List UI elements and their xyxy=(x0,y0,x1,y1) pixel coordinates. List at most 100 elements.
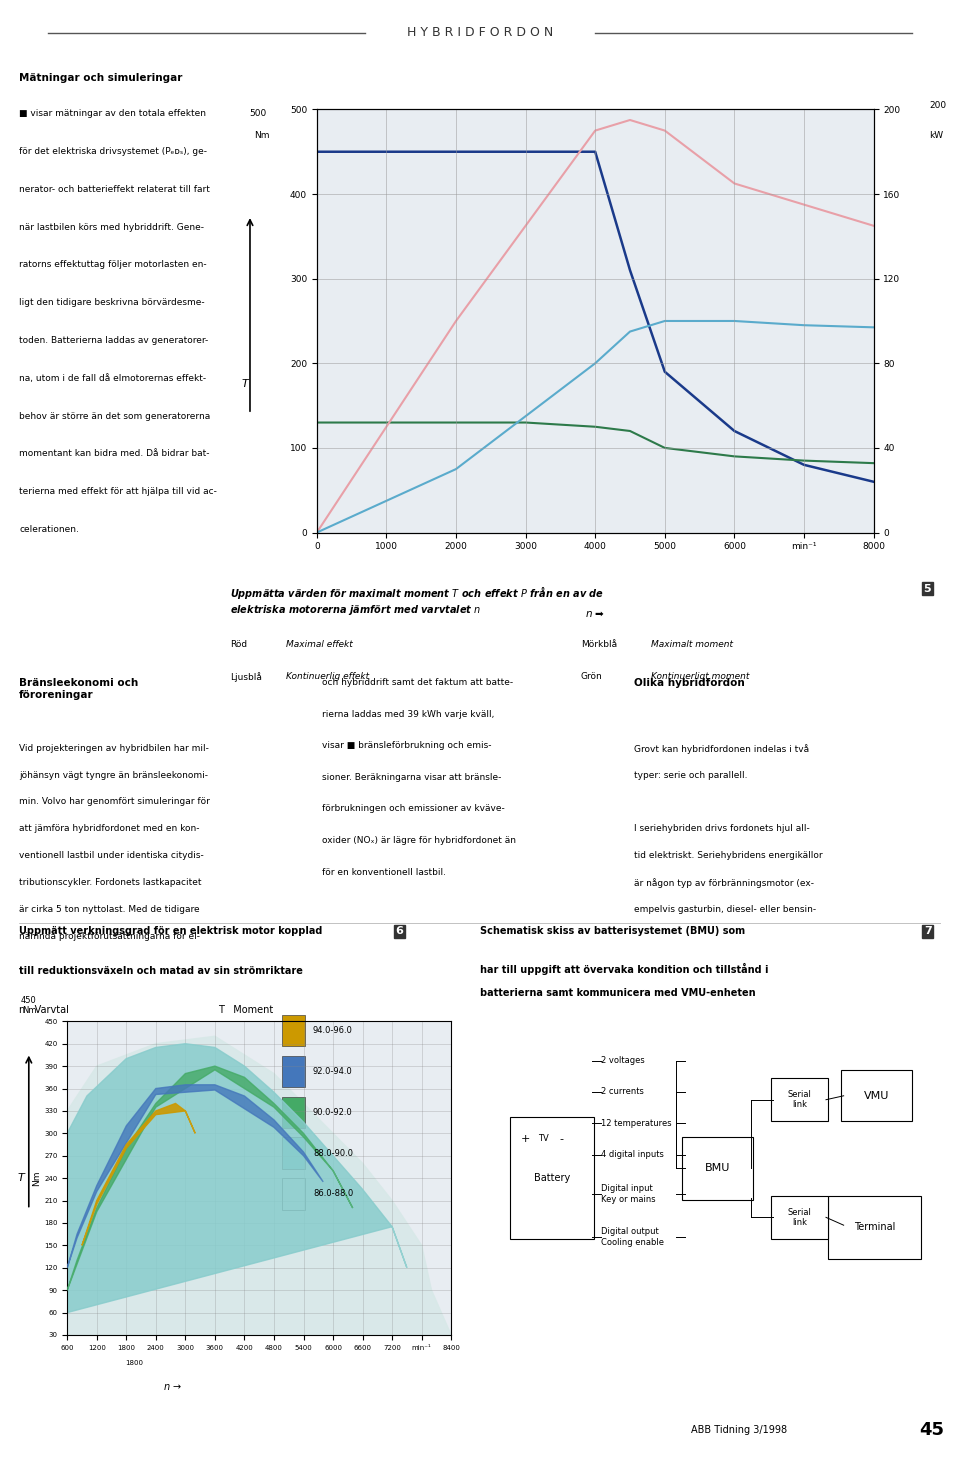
Text: 5: 5 xyxy=(924,584,931,594)
Text: celerationen.: celerationen. xyxy=(19,525,79,534)
Bar xyxy=(282,1056,305,1087)
Y-axis label: Nm: Nm xyxy=(33,1170,41,1186)
Bar xyxy=(282,1138,305,1169)
FancyBboxPatch shape xyxy=(771,1196,828,1239)
Text: Grovt kan hybridfordonen indelas i två: Grovt kan hybridfordonen indelas i två xyxy=(634,744,808,754)
Text: för en konventionell lastbil.: för en konventionell lastbil. xyxy=(322,868,445,877)
Text: Uppmätta värden för maximalt moment $T$ och effekt $P$ från en av de
elektriska : Uppmätta värden för maximalt moment $T$ … xyxy=(230,584,605,617)
Text: Bränsleekonomi och
föroreningar: Bränsleekonomi och föroreningar xyxy=(19,678,138,700)
Text: Serial
link: Serial link xyxy=(787,1208,811,1227)
Text: 12 temperatures: 12 temperatures xyxy=(601,1119,671,1128)
Text: Kontinuerlig effekt: Kontinuerlig effekt xyxy=(286,671,370,681)
Text: H Y B R I D F O R D O N: H Y B R I D F O R D O N xyxy=(407,26,553,39)
Text: när lastbilen körs med hybriddrift. Gene-: när lastbilen körs med hybriddrift. Gene… xyxy=(19,223,204,232)
Text: batterierna samt kommunicera med VMU-enheten: batterierna samt kommunicera med VMU-enh… xyxy=(480,988,756,998)
Text: Terminal: Terminal xyxy=(853,1223,896,1233)
Text: Uppmätt verkningsgrad för en elektrisk motor kopplad: Uppmätt verkningsgrad för en elektrisk m… xyxy=(19,926,323,937)
Text: Kontinuerligt moment: Kontinuerligt moment xyxy=(651,671,749,681)
Text: T: T xyxy=(17,1173,25,1183)
Bar xyxy=(282,1015,305,1046)
Text: terierna med effekt för att hjälpa till vid ac-: terierna med effekt för att hjälpa till … xyxy=(19,487,217,496)
Text: visar ■ bränsleförbrukning och emis-: visar ■ bränsleförbrukning och emis- xyxy=(322,741,492,750)
Text: nämnda projektförutsättningarna för el-: nämnda projektförutsättningarna för el- xyxy=(19,932,201,941)
Text: Battery: Battery xyxy=(534,1173,570,1183)
Text: Digital output
Cooling enable: Digital output Cooling enable xyxy=(601,1227,663,1246)
Polygon shape xyxy=(82,1103,195,1246)
Text: Olika hybridfordon: Olika hybridfordon xyxy=(634,678,744,689)
Text: att jämföra hybridfordonet med en kon-: att jämföra hybridfordonet med en kon- xyxy=(19,824,200,833)
Text: rierna laddas med 39 kWh varje kväll,: rierna laddas med 39 kWh varje kväll, xyxy=(322,711,494,719)
Text: min. Volvo har genomfört simuleringar för: min. Volvo har genomfört simuleringar fö… xyxy=(19,798,210,807)
Text: 88.0-90.0: 88.0-90.0 xyxy=(313,1148,353,1157)
Text: $n$ →: $n$ → xyxy=(163,1382,182,1392)
Text: nerator- och batterieffekt relaterat till fart: nerator- och batterieffekt relaterat til… xyxy=(19,185,210,194)
Text: Mätningar och simuleringar: Mätningar och simuleringar xyxy=(19,73,182,83)
Text: n   Varvtal: n Varvtal xyxy=(19,1005,69,1015)
Text: ligt den tidigare beskrivna börvärdesme-: ligt den tidigare beskrivna börvärdesme- xyxy=(19,298,204,308)
Text: 2 voltages: 2 voltages xyxy=(601,1056,644,1065)
Text: toden. Batterierna laddas av generatorer-: toden. Batterierna laddas av generatorer… xyxy=(19,336,208,346)
Text: Serial
link: Serial link xyxy=(787,1090,811,1109)
Text: behov är större än det som generatorerna: behov är större än det som generatorerna xyxy=(19,411,210,420)
Text: ■ visar mätningar av den totala effekten: ■ visar mätningar av den totala effekten xyxy=(19,109,206,118)
Text: ratorns effektuttag följer motorlasten en-: ratorns effektuttag följer motorlasten e… xyxy=(19,261,206,270)
Text: empelvis gasturbin, diesel- eller bensin-: empelvis gasturbin, diesel- eller bensin… xyxy=(634,905,816,913)
FancyBboxPatch shape xyxy=(841,1071,912,1122)
Text: ABB Tidning 3/1998: ABB Tidning 3/1998 xyxy=(691,1425,787,1434)
Text: ventionell lastbil under identiska citydis-: ventionell lastbil under identiska cityd… xyxy=(19,851,204,861)
Text: Digital input
Key or mains: Digital input Key or mains xyxy=(601,1185,656,1204)
Bar xyxy=(282,1179,305,1210)
Text: Nm: Nm xyxy=(254,130,270,140)
Text: jöhänsyn vägt tyngre än bränsleekonomi-: jöhänsyn vägt tyngre än bränsleekonomi- xyxy=(19,770,208,779)
Text: -: - xyxy=(559,1134,563,1144)
Polygon shape xyxy=(67,1067,352,1290)
FancyBboxPatch shape xyxy=(771,1078,828,1122)
Text: TV: TV xyxy=(538,1135,549,1144)
Text: Grön: Grön xyxy=(581,671,603,681)
Text: +: + xyxy=(521,1134,530,1144)
Text: 45: 45 xyxy=(919,1421,944,1439)
FancyBboxPatch shape xyxy=(683,1137,753,1199)
Text: kW: kW xyxy=(929,130,944,140)
Text: sioner. Beräkningarna visar att bränsle-: sioner. Beräkningarna visar att bränsle- xyxy=(322,773,501,782)
Text: förbrukningen och emissioner av kväve-: förbrukningen och emissioner av kväve- xyxy=(322,804,504,814)
Text: är cirka 5 ton nyttolast. Med de tidigare: är cirka 5 ton nyttolast. Med de tidigar… xyxy=(19,905,200,913)
Text: Maximalt moment: Maximalt moment xyxy=(651,639,732,649)
Text: för det elektriska drivsystemet (Pₑᴅₛ), ge-: för det elektriska drivsystemet (Pₑᴅₛ), … xyxy=(19,147,207,156)
Text: Mörkblå: Mörkblå xyxy=(581,639,617,649)
Text: I seriehybriden drivs fordonets hjul all-: I seriehybriden drivs fordonets hjul all… xyxy=(634,824,809,833)
Text: momentant kan bidra med. Då bidrar bat-: momentant kan bidra med. Då bidrar bat- xyxy=(19,449,209,458)
Text: T   Moment: T Moment xyxy=(218,1005,274,1015)
Text: 500: 500 xyxy=(250,109,267,118)
Text: 4 digital inputs: 4 digital inputs xyxy=(601,1150,663,1158)
Text: $n$ ➡: $n$ ➡ xyxy=(585,608,606,619)
Text: 1800: 1800 xyxy=(125,1360,143,1366)
Text: VMU: VMU xyxy=(864,1091,890,1100)
Text: och hybriddrift samt det faktum att batte-: och hybriddrift samt det faktum att batt… xyxy=(322,678,513,687)
Polygon shape xyxy=(67,1043,407,1313)
Text: 6: 6 xyxy=(396,926,403,937)
Text: till reduktionsväxeln och matad av sin strömriktare: till reduktionsväxeln och matad av sin s… xyxy=(19,966,303,976)
Text: 94.0-96.0: 94.0-96.0 xyxy=(313,1026,353,1036)
Polygon shape xyxy=(67,1036,451,1335)
Text: 86.0-88.0: 86.0-88.0 xyxy=(313,1189,353,1198)
Bar xyxy=(282,1097,305,1128)
Text: 450
Nm: 450 Nm xyxy=(21,995,36,1015)
Text: Maximal effekt: Maximal effekt xyxy=(286,639,353,649)
Text: tid elektriskt. Seriehybridens energikällor: tid elektriskt. Seriehybridens energikäl… xyxy=(634,851,822,861)
Text: Vid projekteringen av hybridbilen har mil-: Vid projekteringen av hybridbilen har mi… xyxy=(19,744,209,753)
FancyBboxPatch shape xyxy=(511,1118,594,1239)
Text: oxider (NOₓ) är lägre för hybridfordonet än: oxider (NOₓ) är lägre för hybridfordonet… xyxy=(322,836,516,845)
Text: 92.0-94.0: 92.0-94.0 xyxy=(313,1067,352,1075)
FancyBboxPatch shape xyxy=(828,1196,921,1259)
Text: är någon typ av förbränningsmotor (ex-: är någon typ av förbränningsmotor (ex- xyxy=(634,878,814,889)
Text: tributionscykler. Fordonets lastkapacitet: tributionscykler. Fordonets lastkapacite… xyxy=(19,878,202,887)
Text: Ljusblå: Ljusblå xyxy=(230,671,262,681)
Text: har till uppgift att övervaka kondition och tillstånd i: har till uppgift att övervaka kondition … xyxy=(480,963,769,975)
Text: 200: 200 xyxy=(929,101,947,109)
Text: T: T xyxy=(241,379,248,390)
Text: typer: serie och parallell.: typer: serie och parallell. xyxy=(634,770,747,779)
Polygon shape xyxy=(67,1085,324,1268)
Text: 2 currents: 2 currents xyxy=(601,1087,643,1096)
Text: BMU: BMU xyxy=(705,1163,731,1173)
